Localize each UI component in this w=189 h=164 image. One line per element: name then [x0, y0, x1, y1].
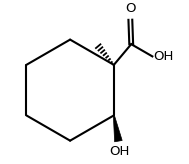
Text: OH: OH [109, 145, 129, 158]
Text: O: O [125, 2, 136, 15]
Polygon shape [113, 115, 122, 142]
Text: OH: OH [154, 50, 174, 63]
